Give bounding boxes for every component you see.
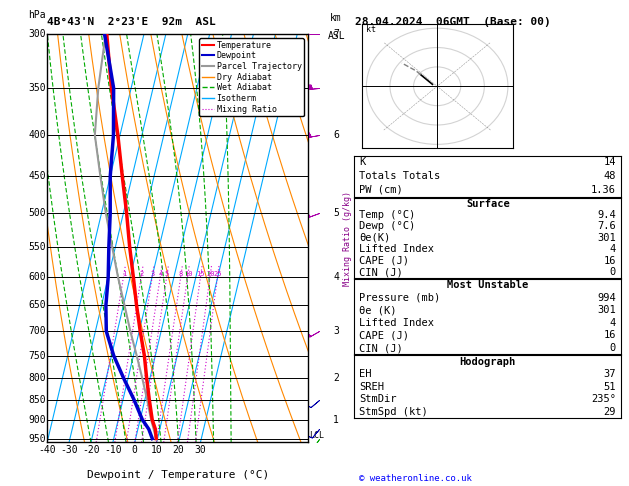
Text: 450: 450 — [28, 172, 46, 181]
Text: CIN (J): CIN (J) — [359, 343, 403, 353]
Text: Most Unstable: Most Unstable — [447, 280, 528, 290]
Text: 1: 1 — [333, 415, 339, 425]
Text: 8: 8 — [179, 271, 183, 278]
Text: 5: 5 — [165, 271, 169, 278]
Text: 500: 500 — [28, 208, 46, 218]
Text: 235°: 235° — [591, 395, 616, 404]
Text: 300: 300 — [28, 29, 46, 39]
Text: -20: -20 — [82, 445, 100, 455]
Text: CAPE (J): CAPE (J) — [359, 256, 409, 266]
Text: 550: 550 — [28, 242, 46, 252]
Text: kt: kt — [366, 25, 376, 34]
Text: 4: 4 — [610, 318, 616, 328]
Text: 0: 0 — [132, 445, 138, 455]
Text: 20: 20 — [173, 445, 184, 455]
Text: 4: 4 — [159, 271, 163, 278]
Text: LCL: LCL — [309, 431, 324, 440]
Text: Dewpoint / Temperature (°C): Dewpoint / Temperature (°C) — [87, 470, 269, 480]
Text: 7.6: 7.6 — [598, 222, 616, 231]
Text: Totals Totals: Totals Totals — [359, 171, 441, 181]
Text: 800: 800 — [28, 373, 46, 383]
Text: -30: -30 — [60, 445, 78, 455]
Text: 3: 3 — [333, 327, 339, 336]
Text: ASL: ASL — [327, 31, 345, 40]
Text: 350: 350 — [28, 83, 46, 93]
Text: -10: -10 — [104, 445, 121, 455]
Text: StmDir: StmDir — [359, 395, 397, 404]
Text: 750: 750 — [28, 350, 46, 361]
Text: PW (cm): PW (cm) — [359, 185, 403, 195]
Text: hPa: hPa — [28, 10, 46, 20]
Text: SREH: SREH — [359, 382, 384, 392]
Text: Pressure (mb): Pressure (mb) — [359, 293, 441, 303]
Text: 25: 25 — [214, 271, 222, 278]
Text: CAPE (J): CAPE (J) — [359, 330, 409, 341]
Text: 20: 20 — [206, 271, 214, 278]
Text: 850: 850 — [28, 395, 46, 404]
Text: 28.04.2024  06GMT  (Base: 00): 28.04.2024 06GMT (Base: 00) — [355, 17, 551, 27]
Text: 2: 2 — [140, 271, 144, 278]
Text: 9.4: 9.4 — [598, 210, 616, 220]
Text: 5: 5 — [333, 208, 339, 218]
Text: K: K — [359, 157, 365, 167]
Text: Lifted Index: Lifted Index — [359, 244, 435, 254]
Text: θe(K): θe(K) — [359, 233, 391, 243]
Text: 10: 10 — [184, 271, 192, 278]
Text: 600: 600 — [28, 272, 46, 282]
Text: 37: 37 — [604, 369, 616, 379]
Text: 51: 51 — [604, 382, 616, 392]
Text: CIN (J): CIN (J) — [359, 267, 403, 278]
Text: θe (K): θe (K) — [359, 305, 397, 315]
Text: 3: 3 — [150, 271, 155, 278]
Text: 950: 950 — [28, 434, 46, 444]
Text: 6: 6 — [333, 130, 339, 140]
Text: 4: 4 — [333, 272, 339, 282]
Text: Temp (°C): Temp (°C) — [359, 210, 416, 220]
Text: Surface: Surface — [466, 198, 509, 208]
Text: Mixing Ratio (g/kg): Mixing Ratio (g/kg) — [343, 191, 352, 286]
Text: 48: 48 — [604, 171, 616, 181]
Text: 16: 16 — [604, 256, 616, 266]
Text: 7: 7 — [333, 29, 339, 39]
Text: 301: 301 — [598, 305, 616, 315]
Text: 1.36: 1.36 — [591, 185, 616, 195]
Text: Dewp (°C): Dewp (°C) — [359, 222, 416, 231]
Text: 900: 900 — [28, 415, 46, 425]
Text: Lifted Index: Lifted Index — [359, 318, 435, 328]
Text: 301: 301 — [598, 233, 616, 243]
Text: 650: 650 — [28, 300, 46, 311]
Text: 10: 10 — [151, 445, 162, 455]
Text: 400: 400 — [28, 130, 46, 140]
Text: 15: 15 — [197, 271, 205, 278]
Text: 0: 0 — [610, 267, 616, 278]
Text: 30: 30 — [194, 445, 206, 455]
Text: 29: 29 — [604, 407, 616, 417]
Text: © weatheronline.co.uk: © weatheronline.co.uk — [359, 474, 471, 483]
Text: 700: 700 — [28, 327, 46, 336]
Text: EH: EH — [359, 369, 372, 379]
Text: 4B°43'N  2°23'E  92m  ASL: 4B°43'N 2°23'E 92m ASL — [47, 17, 216, 27]
Text: 2: 2 — [333, 373, 339, 383]
Text: StmSpd (kt): StmSpd (kt) — [359, 407, 428, 417]
Text: 14: 14 — [604, 157, 616, 167]
Text: 16: 16 — [604, 330, 616, 341]
Text: 4: 4 — [610, 244, 616, 254]
Text: 0: 0 — [610, 343, 616, 353]
Text: km: km — [330, 14, 342, 23]
Text: 1: 1 — [122, 271, 126, 278]
Text: 994: 994 — [598, 293, 616, 303]
Text: -40: -40 — [38, 445, 56, 455]
Legend: Temperature, Dewpoint, Parcel Trajectory, Dry Adiabat, Wet Adiabat, Isotherm, Mi: Temperature, Dewpoint, Parcel Trajectory… — [199, 38, 304, 116]
Text: Hodograph: Hodograph — [460, 357, 516, 366]
